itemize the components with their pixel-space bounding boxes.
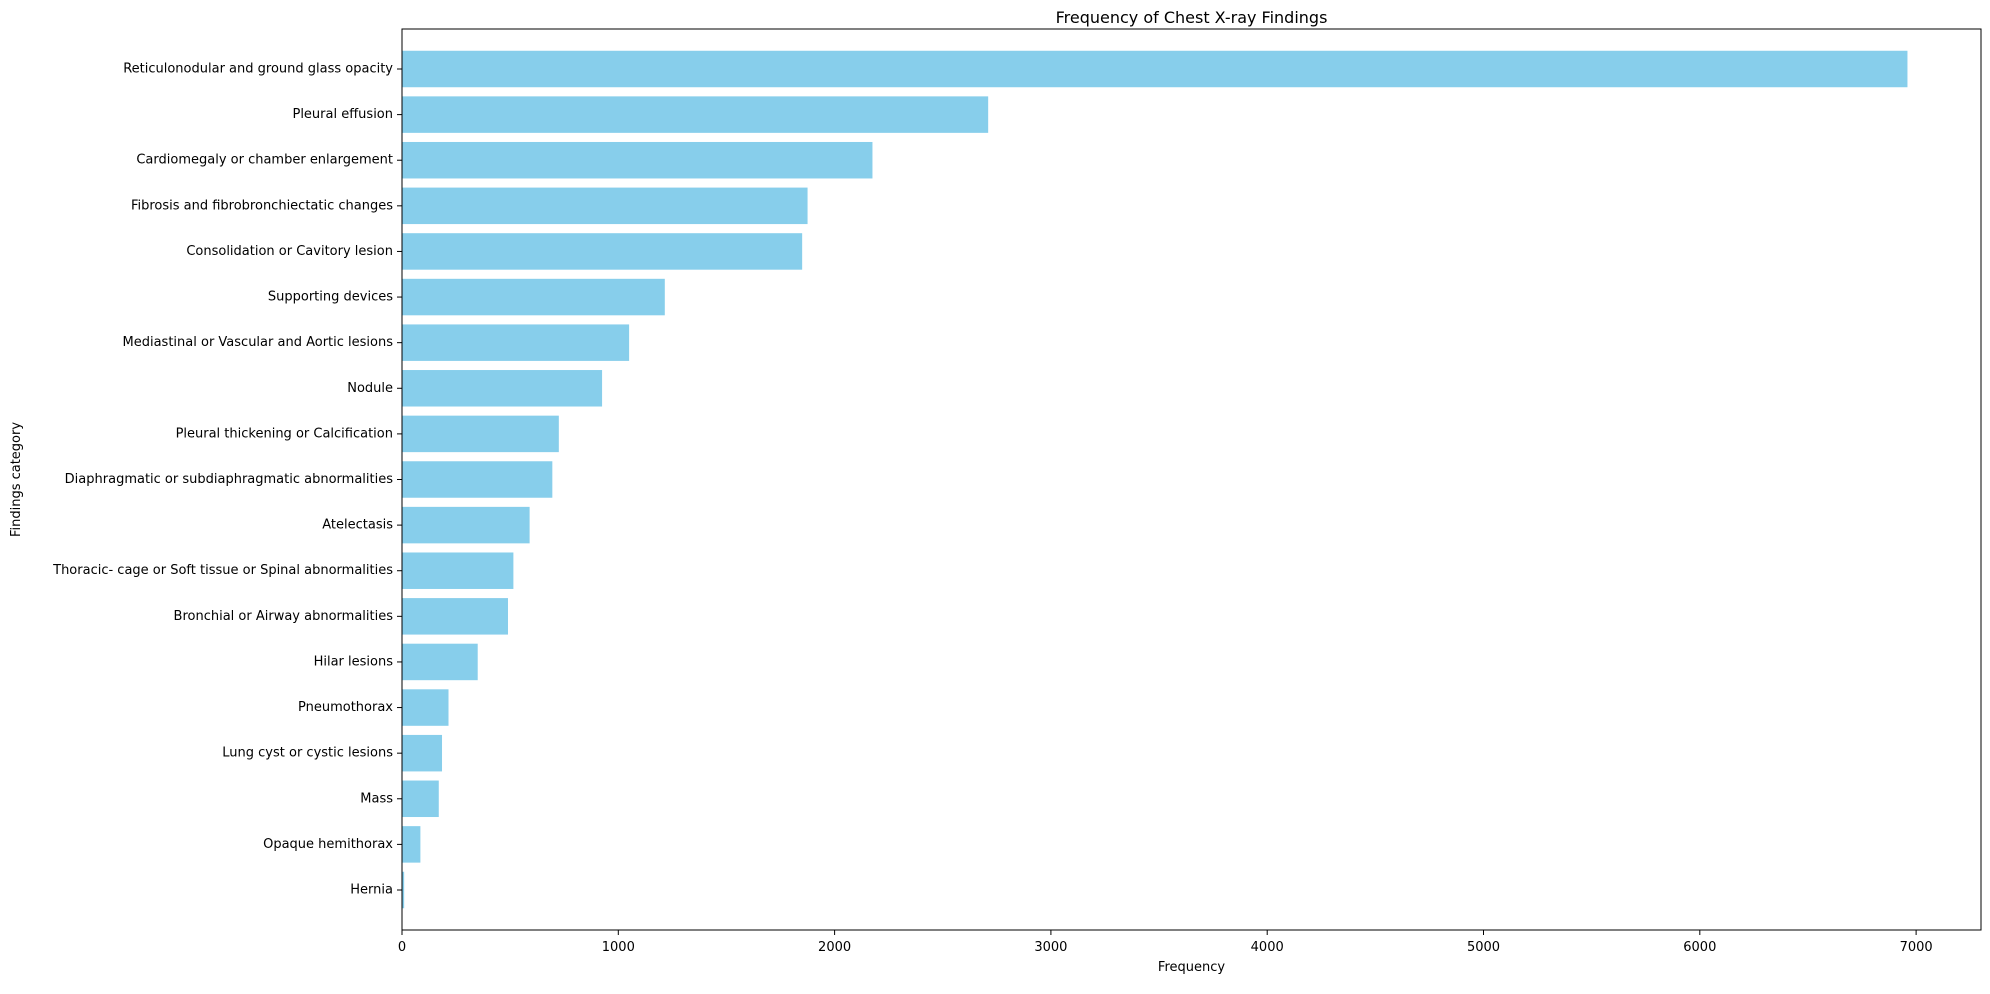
- chart-title: Frequency of Chest X-ray Findings: [1056, 8, 1328, 27]
- bar: [402, 141, 873, 179]
- y-tick-label: Reticulonodular and ground glass opacity: [123, 62, 393, 77]
- x-tick-label: 5000: [1467, 940, 1500, 955]
- bar: [402, 871, 405, 909]
- bar: [402, 689, 449, 726]
- y-tick-label: Atelectasis: [322, 518, 393, 533]
- y-tick-label: Pneumothorax: [298, 700, 393, 715]
- y-tick-label: Nodule: [347, 381, 393, 396]
- bar: [402, 826, 421, 863]
- y-tick-label: Lung cyst or cystic lesions: [222, 746, 393, 761]
- bar: [402, 370, 603, 407]
- y-tick-label: Hernia: [350, 883, 393, 898]
- plot-frame: [401, 28, 1982, 931]
- y-tick-label: Supporting devices: [268, 290, 393, 305]
- x-tick-label: 7000: [1900, 940, 1933, 955]
- y-tick-label: Cardiomegaly or chamber enlargement: [136, 153, 393, 168]
- y-tick-label: Bronchial or Airway abnormalities: [174, 609, 394, 624]
- bar: [402, 780, 439, 818]
- bar: [402, 461, 553, 498]
- bar: [402, 278, 665, 316]
- y-tick-label: Mass: [360, 791, 393, 806]
- bar: [402, 506, 530, 544]
- y-tick-label: Mediastinal or Vascular and Aortic lesio…: [123, 335, 394, 350]
- y-tick-label: Thoracic- cage or Soft tissue or Spinal …: [52, 563, 393, 578]
- bar: [402, 415, 559, 453]
- bar: [402, 598, 508, 635]
- bar: [402, 552, 514, 589]
- bar: [402, 187, 808, 225]
- x-tick-label: 3000: [1034, 940, 1067, 955]
- x-tick-label: 4000: [1251, 940, 1284, 955]
- bar: [402, 50, 1908, 88]
- y-axis-ticks: Reticulonodular and ground glass opacity…: [52, 62, 402, 898]
- y-tick-label: Diaphragmatic or subdiaphragmatic abnorm…: [65, 472, 394, 487]
- y-tick-label: Pleural thickening or Calcification: [176, 426, 393, 441]
- bars-group: [402, 50, 1908, 909]
- bar: [402, 96, 989, 133]
- x-tick-label: 1000: [602, 940, 635, 955]
- y-tick-label: Consolidation or Cavitory lesion: [186, 244, 393, 259]
- x-axis-ticks: 0 1000 2000 3000 4000 5000 6000 7000: [398, 930, 1933, 955]
- x-tick-label: 6000: [1683, 940, 1716, 955]
- x-tick-label: 2000: [818, 940, 851, 955]
- y-tick-label: Hilar lesions: [314, 654, 394, 669]
- x-tick-label: 0: [398, 940, 406, 955]
- bar: [402, 233, 803, 270]
- y-tick-label: Fibrosis and fibrobronchiectatic changes: [131, 198, 393, 213]
- bar: [402, 643, 478, 681]
- y-axis-label: Findings category: [9, 422, 24, 537]
- x-axis-label: Frequency: [1158, 960, 1225, 975]
- bar: [402, 734, 443, 772]
- y-tick-label: Opaque hemithorax: [263, 837, 393, 852]
- y-tick-label: Pleural effusion: [292, 107, 393, 122]
- bar: [402, 324, 630, 361]
